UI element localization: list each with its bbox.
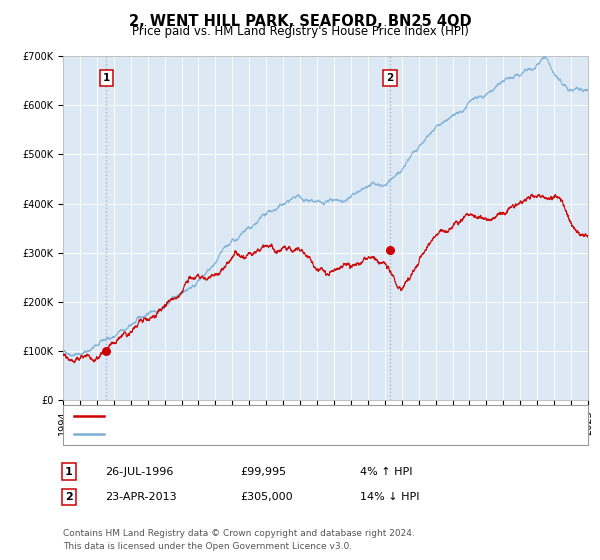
Text: 2: 2 [386, 73, 394, 83]
Text: 1: 1 [65, 466, 73, 477]
Text: This data is licensed under the Open Government Licence v3.0.: This data is licensed under the Open Gov… [63, 542, 352, 550]
Text: 1: 1 [103, 73, 110, 83]
Text: Price paid vs. HM Land Registry's House Price Index (HPI): Price paid vs. HM Land Registry's House … [131, 25, 469, 38]
Bar [55, 56, 63, 400]
Text: 23-APR-2013: 23-APR-2013 [105, 492, 176, 502]
Text: 2, WENT HILL PARK, SEAFORD, BN25 4QD (detached house): 2, WENT HILL PARK, SEAFORD, BN25 4QD (de… [111, 411, 445, 421]
Text: 26-JUL-1996: 26-JUL-1996 [105, 466, 173, 477]
Text: 2, WENT HILL PARK, SEAFORD, BN25 4QD: 2, WENT HILL PARK, SEAFORD, BN25 4QD [128, 14, 472, 29]
Text: 4% ↑ HPI: 4% ↑ HPI [360, 466, 413, 477]
Text: £99,995: £99,995 [240, 466, 286, 477]
Text: 2: 2 [65, 492, 73, 502]
Text: Contains HM Land Registry data © Crown copyright and database right 2024.: Contains HM Land Registry data © Crown c… [63, 529, 415, 538]
Text: HPI: Average price, detached house, Lewes: HPI: Average price, detached house, Lewe… [111, 429, 352, 439]
Text: 14% ↓ HPI: 14% ↓ HPI [360, 492, 419, 502]
Text: £305,000: £305,000 [240, 492, 293, 502]
